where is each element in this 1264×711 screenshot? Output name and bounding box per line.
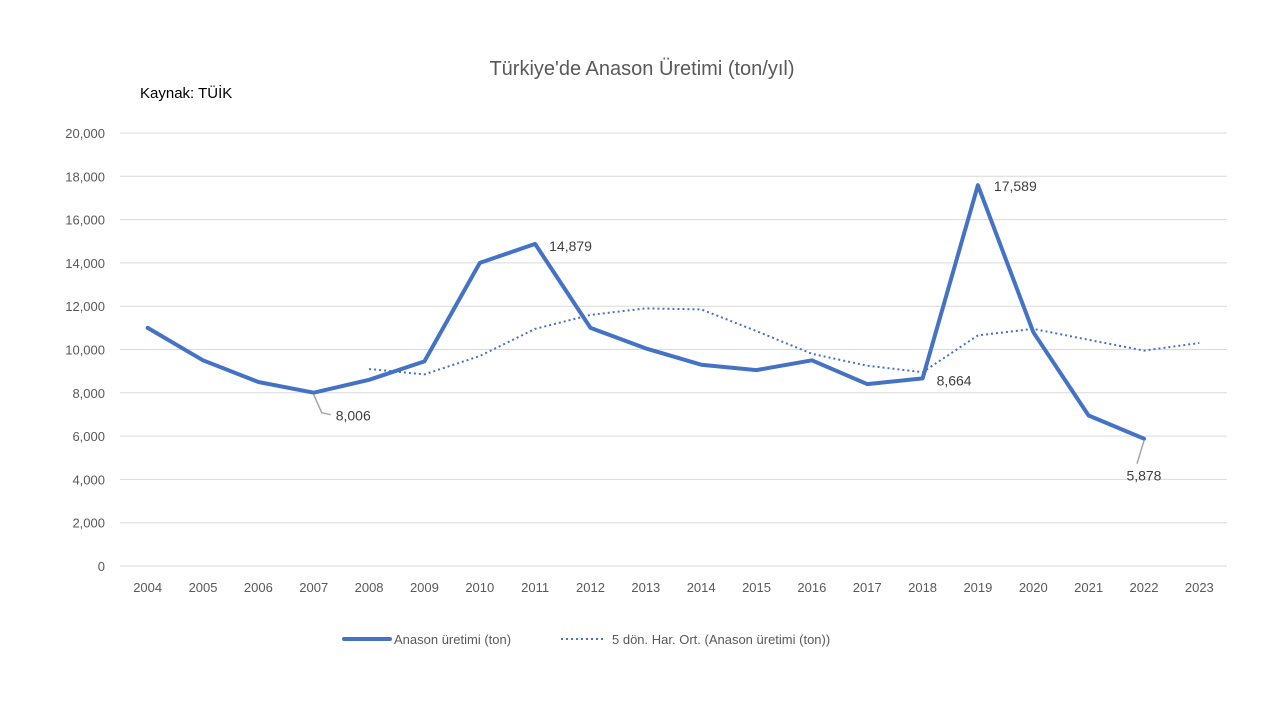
x-axis-ticks: 2004 2005 2006 2007 2008 2009 2010 2011 2012 2013…: [133, 580, 1214, 595]
leader-line: [1136, 440, 1145, 464]
y-tick-label: 2,000: [72, 516, 105, 531]
x-tick-label: 2011: [521, 580, 549, 595]
data-label: 8,664: [937, 372, 972, 388]
y-tick-label: 12,000: [65, 299, 105, 314]
data-label: 14,879: [549, 238, 592, 254]
x-tick-label: 2007: [299, 580, 328, 595]
y-axis-ticks: 0 2,000 4,000 6,000 8,000 10,000 12,000 14,000 1…: [65, 126, 105, 574]
x-tick-label: 2013: [631, 580, 660, 595]
y-tick-label: 8,000: [72, 386, 105, 401]
x-tick-label: 2021: [1074, 580, 1103, 595]
series-line-production: [145, 183, 1146, 441]
x-tick-label: 2016: [797, 580, 826, 595]
x-tick-label: 2022: [1130, 580, 1159, 595]
gridlines: [120, 132, 1227, 567]
y-tick-label: 0: [98, 559, 105, 574]
x-tick-label: 2012: [576, 580, 605, 595]
x-tick-label: 2004: [133, 580, 162, 595]
x-tick-label: 2018: [908, 580, 937, 595]
data-label: 17,589: [994, 178, 1037, 194]
x-tick-label: 2006: [244, 580, 273, 595]
data-label: 8,006: [336, 408, 371, 424]
x-tick-label: 2010: [465, 580, 494, 595]
data-labels: 8,006 14,879 8,664 17,589 5,878: [313, 178, 1162, 484]
x-tick-label: 2009: [410, 580, 439, 595]
series-lines: [145, 183, 1200, 441]
y-tick-label: 20,000: [65, 126, 105, 141]
legend: Anason üretimi (ton) 5 dön. Har. Ort. (An…: [342, 632, 830, 647]
x-tick-label: 2017: [853, 580, 882, 595]
legend-label-production: Anason üretimi (ton): [394, 632, 511, 647]
y-tick-label: 6,000: [72, 429, 105, 444]
x-tick-label: 2023: [1185, 580, 1214, 595]
y-tick-label: 10,000: [65, 343, 105, 358]
y-tick-label: 16,000: [65, 213, 105, 228]
leader-line: [313, 394, 331, 416]
x-tick-label: 2015: [742, 580, 771, 595]
y-tick-label: 18,000: [65, 169, 105, 184]
x-tick-label: 2005: [189, 580, 218, 595]
x-tick-label: 2008: [355, 580, 384, 595]
x-tick-label: 2019: [963, 580, 992, 595]
data-label: 5,878: [1126, 468, 1161, 484]
x-tick-label: 2014: [687, 580, 716, 595]
y-tick-label: 4,000: [72, 472, 105, 487]
series-line-moving-average: [369, 307, 1200, 376]
legend-label-moving-average: 5 dön. Har. Ort. (Anason üretimi (ton)): [612, 632, 830, 647]
chart-title: Türkiye'de Anason Üretimi (ton/yıl): [489, 58, 794, 80]
x-tick-label: 2020: [1019, 580, 1048, 595]
y-tick-label: 14,000: [65, 256, 105, 271]
source-note: Kaynak: TÜİK: [140, 84, 232, 102]
